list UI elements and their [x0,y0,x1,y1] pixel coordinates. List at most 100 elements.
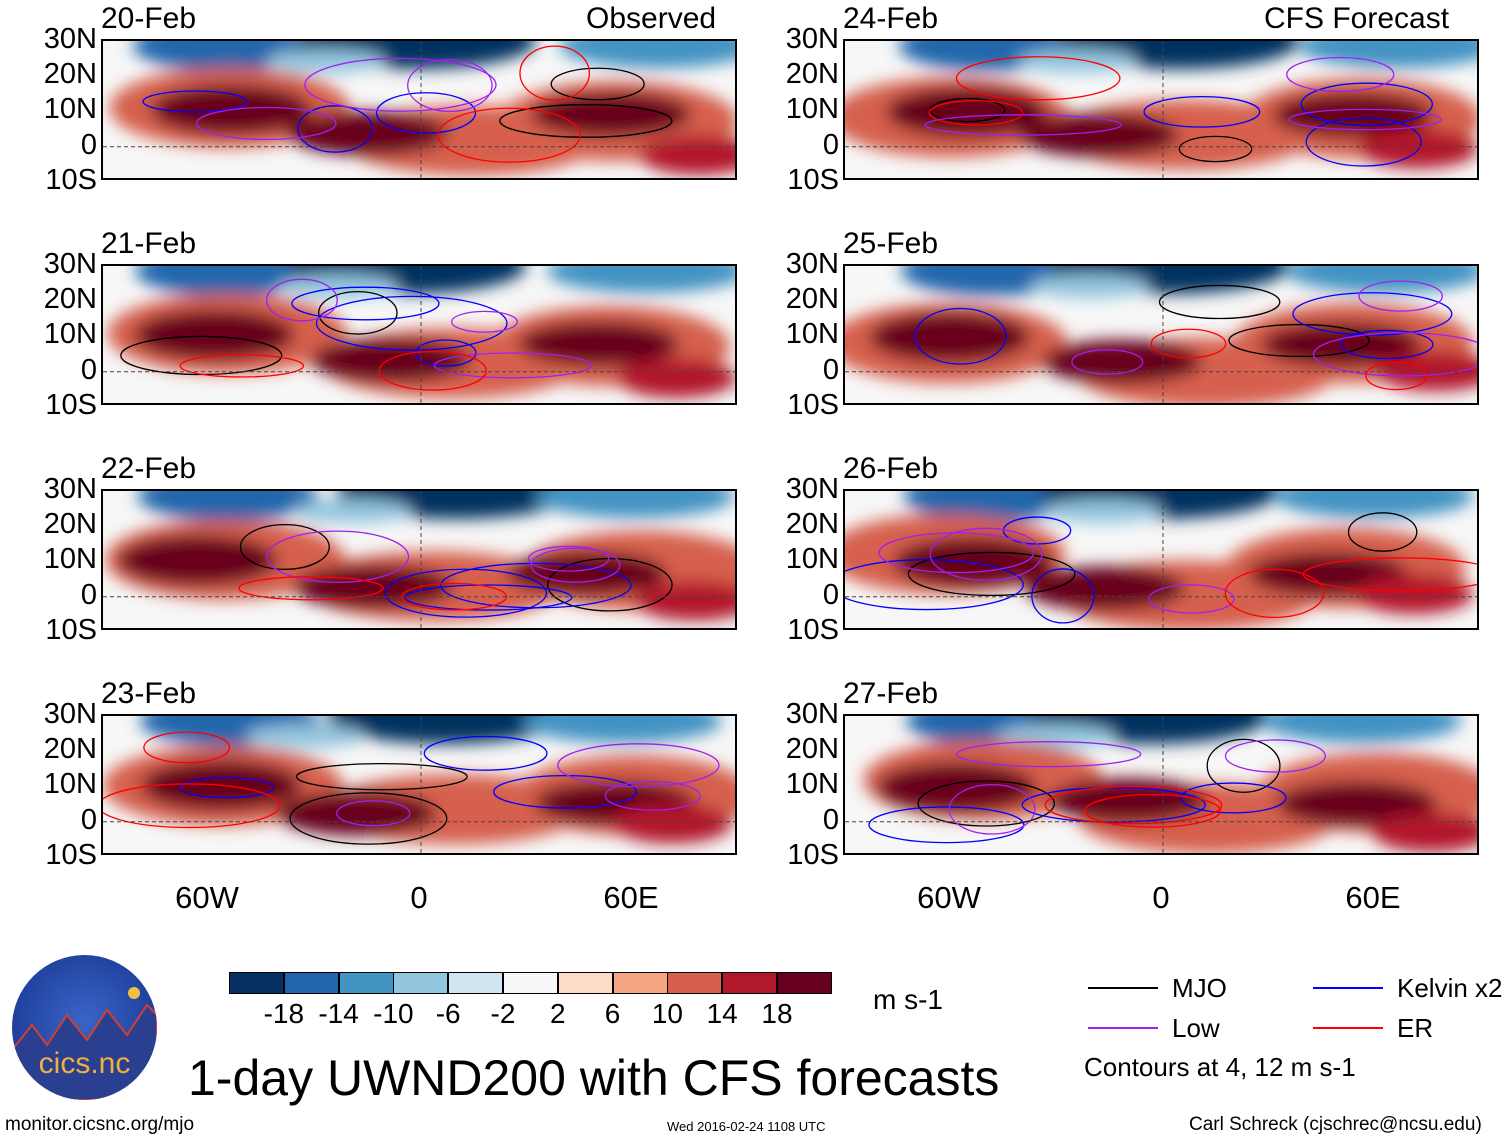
lon-tick-label: 60W [175,880,239,915]
contour-line [1300,82,1434,127]
panel-date: 25-Feb [843,227,939,260]
contour-line [289,792,448,845]
contour-line [519,45,591,101]
colorbar-swatch [612,972,668,994]
lat-tick-label: 30N [785,698,839,730]
colorbar-label: 14 [706,998,738,1029]
contour-line [1084,793,1222,828]
colorbar-swatch [667,972,723,994]
contour-line [1148,584,1235,614]
lat-tick-label: 30N [785,248,839,280]
contour-line [845,559,1024,611]
lat-tick-label: 0 [822,128,839,161]
contour-line [604,780,701,811]
contour-line [557,743,720,788]
colorbar-swatch [448,972,504,994]
panel-date: 22-Feb [101,452,197,485]
contour-line [375,92,477,134]
contour-line [928,99,1024,126]
panel-date: 21-Feb [101,227,197,260]
legend-label: Low [1172,1013,1220,1043]
lon-tick-label: 0 [410,880,428,915]
forecast-label: CFS Forecast [1264,2,1450,35]
cicsnc-logo: cics.nc [12,955,157,1100]
contour-line [238,576,384,601]
colorbar-label: -18 [263,998,305,1029]
lat-tick-label: 20N [43,58,97,91]
contour-line [550,67,645,101]
lon-tick-label: 0 [1152,880,1170,915]
map-panel [101,264,737,405]
lat-tick-label: 10S [787,163,839,196]
lat-tick-label: 10N [43,318,97,351]
panel-date: 20-Feb [101,2,197,35]
contour-line [956,741,1142,768]
contour-line [546,557,673,612]
contour-line [499,104,673,138]
panel-date: 24-Feb [843,2,939,35]
contour-line [878,532,1035,574]
contour-line [917,780,1055,827]
contour-line [530,547,621,583]
lat-tick-label: 20N [785,733,839,766]
footer-timestamp: Wed 2016-02-24 1108 UTC [667,1119,826,1134]
contour-line [265,278,338,322]
map-panel [843,264,1479,405]
contour-line [195,106,337,141]
lat-tick-label: 10N [785,543,839,576]
lon-tick-label: 60W [917,880,981,915]
contour-line [1031,568,1095,624]
panel-date: 27-Feb [843,677,939,710]
colorbar-swatch [393,972,449,994]
colorbar-swatch [777,972,832,994]
lat-tick-label: 20N [43,508,97,541]
lon-tick-label: 60E [603,880,659,915]
lat-tick-label: 30N [43,473,97,505]
legend-line [1313,1027,1383,1029]
contour-line [1347,512,1418,552]
contour-line [493,774,638,809]
lat-tick-label: 20N [43,283,97,316]
contour-line [1312,332,1477,377]
contour-line [433,352,592,379]
lon-tick-label: 60E [1345,880,1401,915]
contour-line [868,806,1025,844]
contour-line [527,545,610,572]
contour-line [179,354,305,378]
contour-line [907,551,1076,597]
contour-line [929,527,1043,581]
colorbar-label: 10 [651,998,683,1029]
contour-line [318,291,398,335]
contour-line [1305,117,1422,167]
legend-line [1313,987,1383,989]
contour-line [143,731,231,764]
colorbar-label: -14 [318,998,359,1029]
contour-line [1224,568,1325,618]
lat-tick-label: 10S [787,613,839,646]
contour-line [1365,361,1428,391]
contour-line [423,735,548,771]
colorbar-swatch [722,972,778,994]
contours-note: Contours at 4, 12 m s-1 [1084,1052,1356,1082]
contour-line [1071,349,1144,375]
legend-label: Kelvin x2 [1397,973,1503,1003]
contour-line [1180,782,1287,814]
contour-line [415,339,477,367]
lat-tick-label: 0 [80,578,97,611]
panel-date: 26-Feb [843,452,939,485]
contour-line [1178,135,1253,163]
colorbar-label: 2 [550,998,566,1029]
lat-tick-label: 20N [43,733,97,766]
lat-tick-label: 30N [785,23,839,55]
legend-line [1088,987,1158,989]
contour-line [1288,108,1442,131]
lat-tick-label: 10S [45,838,97,871]
contour-line [450,310,518,333]
contour-line [295,762,468,791]
contour-line [265,530,410,583]
contour-line [407,58,493,113]
footer-author: Carl Schreck (cjschrec@ncsu.edu) [1189,1114,1482,1135]
contour-line [1292,292,1453,336]
contour-line [1206,738,1281,793]
